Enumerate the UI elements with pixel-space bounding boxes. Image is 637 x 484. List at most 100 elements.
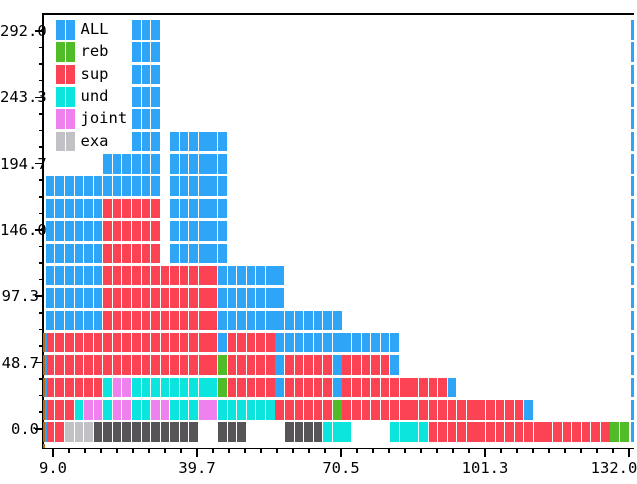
histogram-cell <box>170 265 179 286</box>
histogram-cell <box>151 422 160 442</box>
histogram-cell <box>227 288 237 308</box>
y-minor-tick <box>38 328 43 331</box>
legend-label-all: ALL <box>80 20 109 38</box>
histogram-cell <box>179 154 189 174</box>
histogram-cell <box>179 265 189 286</box>
histogram-cell <box>131 131 141 152</box>
histogram-cell <box>198 198 208 219</box>
histogram-cell <box>227 332 237 353</box>
histogram-cell <box>103 198 112 219</box>
histogram-cell <box>265 355 275 375</box>
histogram-cell <box>246 265 256 286</box>
histogram-cell <box>486 399 495 420</box>
histogram-cell <box>294 310 304 331</box>
histogram-cell <box>390 355 399 375</box>
histogram-cell <box>64 332 74 353</box>
histogram-cell <box>218 221 227 241</box>
x-minor-tick <box>84 449 86 453</box>
histogram-cell <box>84 310 93 331</box>
histogram-cell <box>141 20 151 40</box>
histogram-cell <box>122 377 132 398</box>
histogram-cell <box>170 243 179 264</box>
histogram-cell <box>189 310 199 331</box>
histogram-cell <box>285 332 294 353</box>
x-minor-tick <box>356 449 358 453</box>
histogram-cell <box>112 176 122 197</box>
clipped-cell-right <box>630 310 635 331</box>
histogram-cell <box>218 332 227 353</box>
histogram-cell <box>55 198 65 219</box>
histogram-cell <box>151 42 160 62</box>
histogram-cell <box>208 221 218 241</box>
histogram-cell <box>495 422 505 442</box>
clipped-cell-right <box>630 109 635 129</box>
histogram-cell <box>179 131 189 152</box>
histogram-cell <box>64 310 74 331</box>
histogram-cell <box>285 399 294 420</box>
histogram-cell <box>55 221 65 241</box>
y-tick-label: 146.0 <box>0 220 47 239</box>
histogram-cell <box>93 377 103 398</box>
histogram-cell <box>112 265 122 286</box>
histogram-cell <box>447 399 457 420</box>
histogram-cell <box>74 422 84 442</box>
x-minor-tick <box>420 449 422 453</box>
legend-swatch-reb <box>65 42 75 62</box>
histogram-cell <box>198 243 208 264</box>
histogram-cell <box>380 355 390 375</box>
x-major-tick <box>340 449 342 457</box>
histogram-cell <box>84 243 93 264</box>
histogram-cell <box>313 310 323 331</box>
histogram-cell <box>141 310 151 331</box>
histogram-cell <box>581 422 591 442</box>
histogram-cell <box>179 288 189 308</box>
histogram-cell <box>275 310 285 331</box>
histogram-cell <box>141 198 151 219</box>
histogram-cell <box>227 422 237 442</box>
histogram-cell <box>198 355 208 375</box>
histogram-cell <box>131 332 141 353</box>
histogram-cell <box>122 154 132 174</box>
histogram-cell <box>256 265 266 286</box>
histogram-cell <box>141 42 151 62</box>
histogram-cell <box>208 154 218 174</box>
histogram-cell <box>170 131 179 152</box>
histogram-cell <box>131 288 141 308</box>
histogram-cell <box>275 355 285 375</box>
x-minor-tick <box>244 449 246 453</box>
histogram-cell <box>294 422 304 442</box>
histogram-cell <box>198 221 208 241</box>
histogram-cell <box>275 332 285 353</box>
x-minor-tick <box>260 449 262 453</box>
histogram-cell <box>112 243 122 264</box>
histogram-cell <box>55 332 65 353</box>
histogram-cell <box>103 332 112 353</box>
histogram-cell <box>198 399 208 420</box>
histogram-cell <box>218 265 227 286</box>
histogram-cell <box>265 288 275 308</box>
histogram-cell <box>122 176 132 197</box>
histogram-cell <box>275 399 285 420</box>
histogram-cell <box>160 399 170 420</box>
histogram-cell <box>55 399 65 420</box>
x-minor-tick <box>612 449 614 453</box>
histogram-cell <box>151 20 160 40</box>
histogram-cell <box>371 377 380 398</box>
histogram-cell <box>84 332 93 353</box>
histogram-cell <box>218 154 227 174</box>
histogram-cell <box>189 399 199 420</box>
histogram-cell <box>524 399 533 420</box>
histogram-cell <box>218 198 227 219</box>
histogram-cell <box>409 422 419 442</box>
histogram-cell <box>151 109 160 129</box>
histogram-cell <box>141 154 151 174</box>
y-minor-tick <box>38 394 43 397</box>
histogram-cell <box>55 176 65 197</box>
histogram-cell <box>342 355 352 375</box>
histogram-cell <box>256 332 266 353</box>
histogram-cell <box>237 422 246 442</box>
histogram-cell <box>84 355 93 375</box>
histogram-cell <box>151 154 160 174</box>
histogram-cell <box>600 422 610 442</box>
histogram-cell <box>352 355 361 375</box>
